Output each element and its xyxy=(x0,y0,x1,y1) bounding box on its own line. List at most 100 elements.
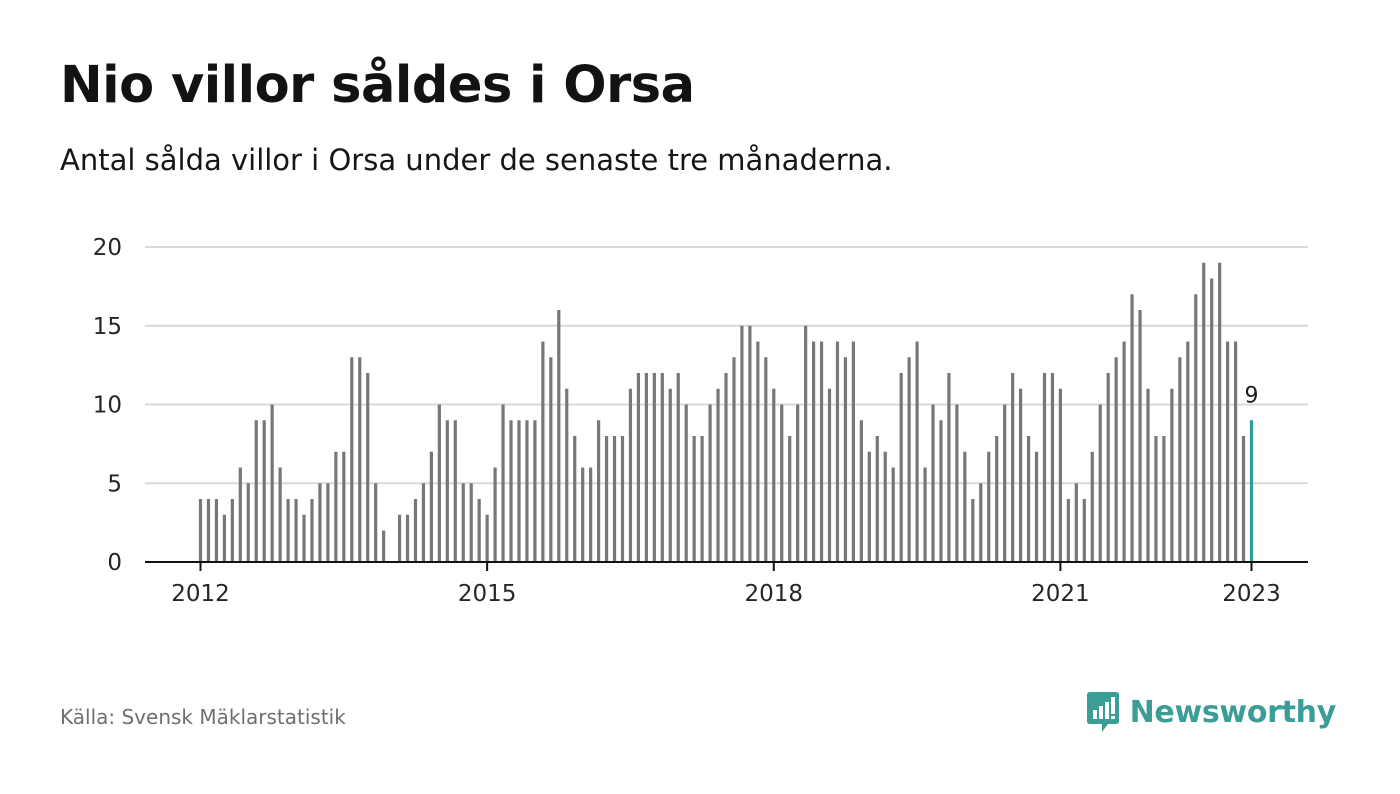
bar xyxy=(867,451,871,562)
bar xyxy=(286,499,290,562)
bar xyxy=(1122,341,1126,562)
bar xyxy=(788,436,792,562)
bar xyxy=(262,420,266,562)
bar xyxy=(1058,388,1063,562)
bar xyxy=(1138,310,1142,562)
bar xyxy=(1226,341,1230,562)
bar xyxy=(230,499,234,562)
bar xyxy=(859,420,863,562)
y-tick-label: 10 xyxy=(93,393,122,419)
bar xyxy=(939,420,943,562)
bar xyxy=(1082,499,1086,562)
bar xyxy=(708,404,712,562)
bar xyxy=(573,436,577,562)
bar xyxy=(461,483,465,562)
bar xyxy=(222,514,226,562)
bar xyxy=(931,404,935,562)
bar xyxy=(453,420,457,562)
bar xyxy=(310,499,314,562)
bar xyxy=(1003,404,1007,562)
brand-name: Newsworthy xyxy=(1129,694,1337,730)
bar xyxy=(676,373,680,562)
bar xyxy=(668,388,672,562)
last-value-label: 9 xyxy=(1245,383,1259,408)
bar xyxy=(1202,262,1206,562)
bar xyxy=(1170,388,1174,562)
bar xyxy=(246,483,250,562)
bar xyxy=(923,467,927,562)
y-tick-label: 0 xyxy=(107,550,122,576)
bar xyxy=(533,420,537,562)
bar xyxy=(955,404,959,562)
bar xyxy=(1130,294,1134,562)
bar xyxy=(597,420,601,562)
bar xyxy=(358,357,362,562)
bar xyxy=(421,483,426,562)
brand-logo: Newsworthy xyxy=(1086,690,1336,734)
y-axis-ticks: 0 5 10 15 20 xyxy=(93,235,122,576)
bar xyxy=(541,341,545,562)
bar xyxy=(963,451,967,562)
bar xyxy=(804,325,808,562)
bar xyxy=(509,420,513,562)
bar xyxy=(1074,483,1078,562)
bar xyxy=(995,436,999,562)
x-tick-label: 2018 xyxy=(744,581,803,607)
bar xyxy=(214,499,219,562)
bar xyxy=(756,341,760,562)
bar xyxy=(405,514,410,562)
bar xyxy=(198,499,203,562)
bar xyxy=(620,436,625,562)
bar xyxy=(907,357,911,562)
bar xyxy=(501,404,505,562)
bar xyxy=(397,514,402,562)
chart-subtitle: Antal sålda villor i Orsa under de senas… xyxy=(60,143,893,177)
bar xyxy=(843,357,848,562)
bar xyxy=(915,341,919,562)
bar xyxy=(1098,404,1102,562)
bar xyxy=(700,436,704,562)
bar xyxy=(270,404,274,562)
bar xyxy=(891,467,895,562)
bars xyxy=(198,262,1254,562)
bar xyxy=(254,420,258,562)
bar xyxy=(557,310,561,562)
x-tick-label: 2021 xyxy=(1031,581,1090,607)
bar xyxy=(692,436,696,562)
bar xyxy=(1050,373,1055,562)
bar xyxy=(748,325,752,562)
bar xyxy=(382,530,386,562)
newsworthy-logo-icon xyxy=(1086,692,1119,732)
x-tick-label: 2015 xyxy=(458,581,517,607)
bar xyxy=(1018,388,1023,562)
bar xyxy=(294,499,298,562)
bar xyxy=(819,341,824,562)
bar xyxy=(549,357,553,562)
bar xyxy=(1162,436,1166,562)
bar xyxy=(1218,262,1222,562)
bar xyxy=(1178,357,1182,562)
bar xyxy=(413,499,418,562)
bar xyxy=(628,388,633,562)
bar xyxy=(589,467,593,562)
bar xyxy=(374,483,378,562)
bar xyxy=(1042,373,1047,562)
bar xyxy=(636,373,641,562)
data-labels: 9 xyxy=(1245,383,1259,408)
bar xyxy=(477,499,481,562)
bar xyxy=(684,404,688,562)
bar xyxy=(278,467,282,562)
bar xyxy=(1026,436,1031,562)
bar xyxy=(1194,294,1198,562)
bar xyxy=(764,357,768,562)
bar xyxy=(612,436,617,562)
source-note: Källa: Svensk Mäklarstatistik xyxy=(60,705,346,729)
x-tick-label: 2012 xyxy=(171,581,230,607)
bar xyxy=(1154,436,1158,562)
bar xyxy=(827,388,832,562)
bar xyxy=(437,404,441,562)
bar xyxy=(1090,451,1094,562)
bar xyxy=(366,373,370,562)
bar xyxy=(350,357,354,562)
bar xyxy=(835,341,840,562)
